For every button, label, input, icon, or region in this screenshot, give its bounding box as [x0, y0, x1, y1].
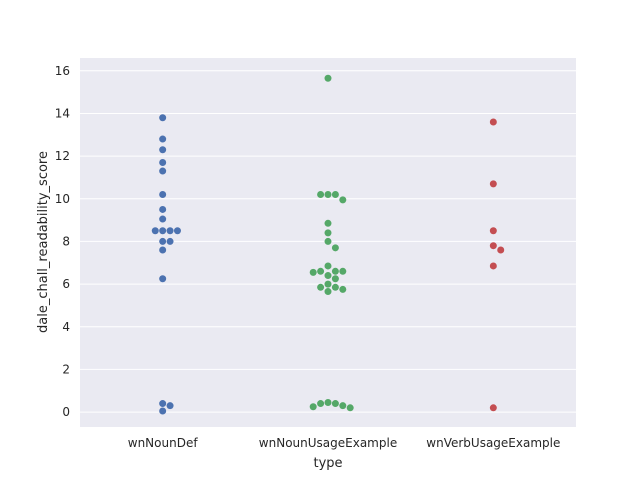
data-point-wnNounDef — [166, 402, 174, 410]
y-tick-label: 6 — [62, 277, 70, 291]
data-point-wnNounUsageExample — [324, 272, 332, 280]
data-point-wnNounUsageExample — [339, 267, 347, 275]
data-point-wnNounUsageExample — [324, 229, 332, 237]
data-point-wnNounUsageExample — [317, 191, 325, 199]
data-point-wnNounUsageExample — [324, 74, 332, 82]
y-tick-label: 14 — [55, 106, 70, 120]
data-point-wnNounUsageExample — [309, 268, 317, 276]
data-point-wnNounDef — [159, 215, 167, 223]
data-point-wnNounDef — [173, 227, 181, 235]
y-tick-labels: 0 2 4 6 8 10 12 14 16 — [55, 64, 70, 419]
data-point-wnNounUsageExample — [324, 288, 332, 296]
data-point-wnNounUsageExample — [309, 403, 317, 411]
data-point-wnNounUsageExample — [324, 280, 332, 288]
data-point-wnNounDef — [159, 159, 167, 167]
data-point-wnVerbUsageExample — [489, 404, 497, 412]
y-tick-label: 4 — [62, 320, 70, 334]
data-point-wnNounUsageExample — [339, 196, 347, 204]
data-point-wnNounUsageExample — [339, 285, 347, 293]
data-point-wnNounDef — [159, 135, 167, 143]
data-point-wnNounUsageExample — [346, 404, 354, 412]
data-point-wnNounDef — [151, 227, 159, 235]
data-point-wnNounDef — [166, 237, 174, 245]
data-point-wnNounDef — [159, 275, 167, 283]
data-point-wnNounUsageExample — [339, 402, 347, 410]
y-tick-label: 8 — [62, 234, 70, 248]
data-point-wnNounDef — [159, 237, 167, 245]
data-point-wnVerbUsageExample — [489, 242, 497, 250]
x-tick-labels: wnNounDef wnNounUsageExample wnVerbUsageEx… — [128, 436, 561, 450]
data-point-wnVerbUsageExample — [489, 180, 497, 188]
data-point-wnNounUsageExample — [331, 191, 339, 199]
x-axis-label: type — [313, 456, 342, 471]
data-point-wnNounDef — [159, 227, 167, 235]
data-point-wnNounDef — [159, 114, 167, 122]
data-point-wnNounDef — [159, 191, 167, 199]
data-point-wnNounUsageExample — [324, 219, 332, 227]
data-point-wnNounUsageExample — [317, 400, 325, 408]
y-tick-label: 12 — [55, 149, 70, 163]
data-point-wnVerbUsageExample — [489, 262, 497, 270]
y-tick-label: 0 — [62, 405, 70, 419]
x-tick-label: wnNounUsageExample — [259, 436, 397, 450]
data-point-wnVerbUsageExample — [489, 118, 497, 126]
y-axis-label: dale_chall_readability_score — [36, 151, 51, 333]
y-tick-label: 16 — [55, 64, 70, 78]
data-point-wnNounUsageExample — [331, 283, 339, 291]
data-point-wnNounUsageExample — [324, 398, 332, 406]
data-point-wnNounDef — [166, 227, 174, 235]
y-tick-label: 2 — [62, 362, 70, 376]
data-point-wnVerbUsageExample — [497, 246, 505, 254]
data-point-wnNounUsageExample — [317, 283, 325, 291]
data-point-wnNounUsageExample — [317, 267, 325, 275]
data-point-wnNounDef — [159, 407, 167, 415]
data-point-wnNounUsageExample — [324, 237, 332, 245]
data-point-wnNounDef — [159, 246, 167, 254]
x-tick-label: wnNounDef — [128, 436, 199, 450]
data-point-wnNounUsageExample — [324, 262, 332, 270]
data-point-wnNounUsageExample — [331, 400, 339, 408]
data-point-wnNounDef — [159, 146, 167, 154]
x-tick-label: wnVerbUsageExample — [426, 436, 560, 450]
data-point-wnNounUsageExample — [331, 275, 339, 283]
data-point-wnNounDef — [159, 400, 167, 408]
data-point-wnNounDef — [159, 167, 167, 175]
data-point-wnNounUsageExample — [324, 191, 332, 199]
data-point-wnNounUsageExample — [331, 244, 339, 252]
data-points — [151, 74, 505, 415]
data-point-wnNounDef — [159, 205, 167, 213]
data-point-wnNounUsageExample — [331, 267, 339, 275]
data-point-wnVerbUsageExample — [489, 227, 497, 235]
y-tick-label: 10 — [55, 192, 70, 206]
